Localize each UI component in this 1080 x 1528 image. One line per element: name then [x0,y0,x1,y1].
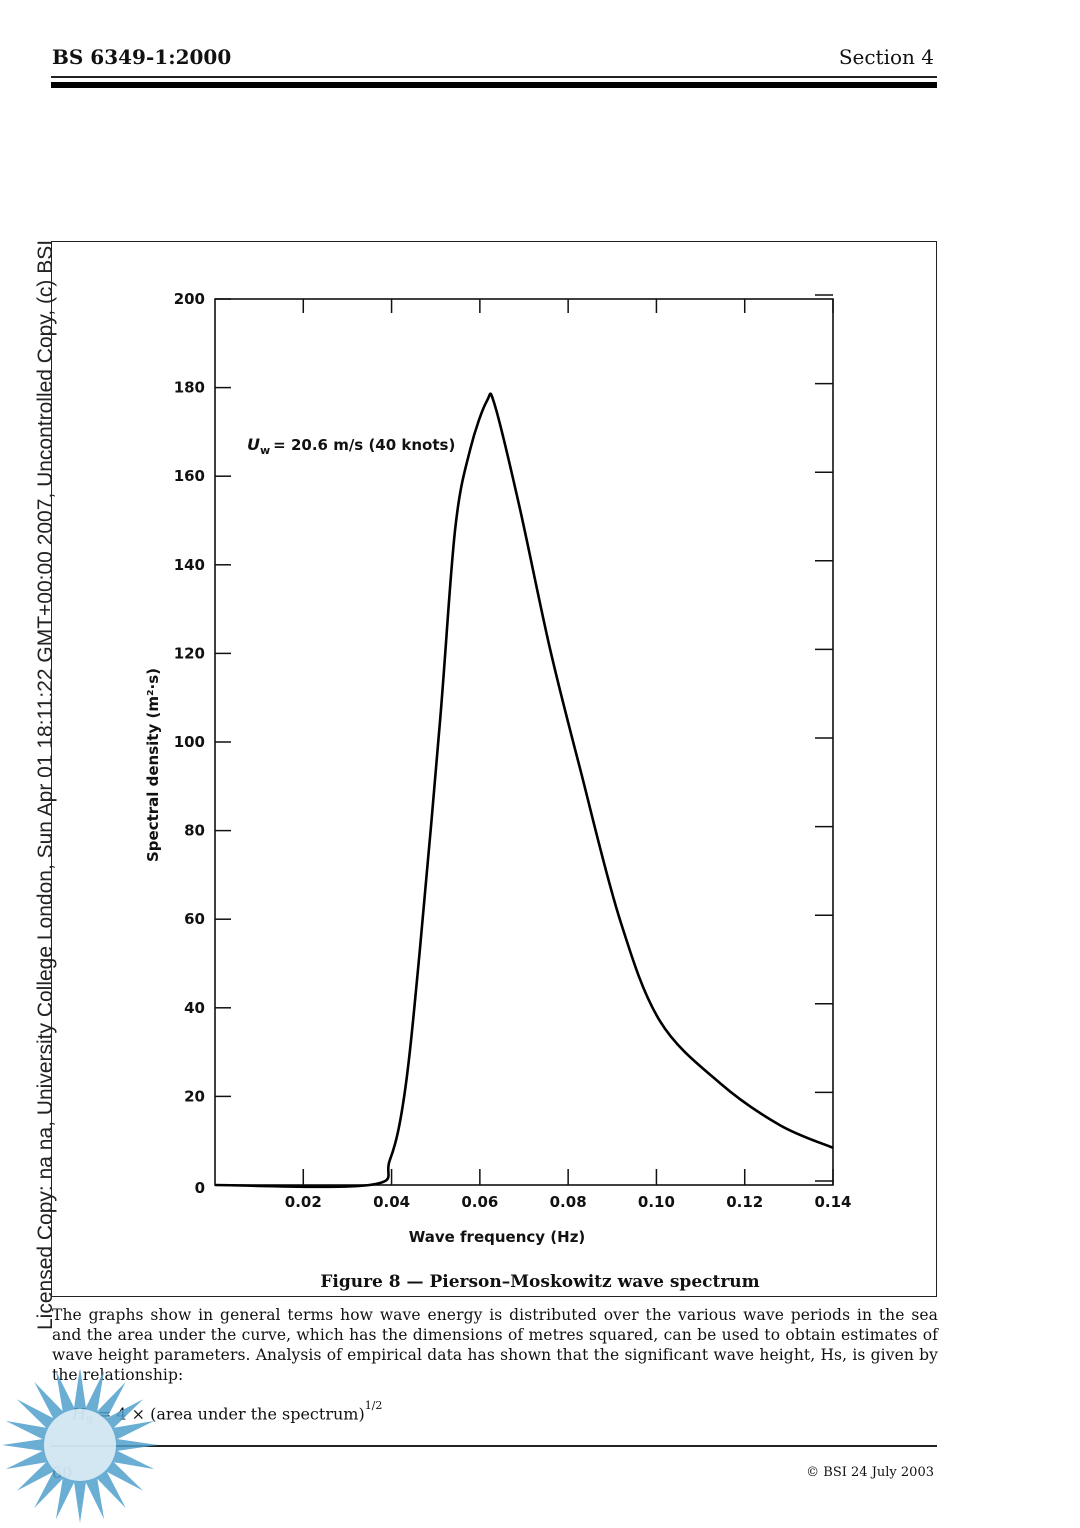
section-label: Section 4 [838,45,934,69]
figure-caption: Figure 8 — Pierson–Moskowitz wave spectr… [320,1272,760,1292]
y-tick-label: 120 [174,644,205,662]
formula-exponent: 1/2 [364,1399,383,1412]
y-tick-label: 40 [184,999,205,1017]
spectrum-curve [214,392,834,1189]
y-tick-label: 60 [184,910,205,928]
x-tick-label: 0.14 [814,1193,851,1211]
x-tick-label: 0.06 [461,1193,498,1211]
y-tick-label: 80 [184,822,205,840]
y-tick-label: 0 [195,1179,205,1197]
header-rule-thin [51,76,937,78]
formula-text: = 4 × (area under the spectrum) [92,1404,365,1424]
y-tick-label: 180 [174,379,205,397]
figure-frame [51,241,937,1297]
y-tick-label: 20 [184,1087,205,1105]
x-tick-label: 0.10 [638,1193,675,1211]
copyright: © BSI 24 July 2003 [806,1465,934,1480]
body-paragraph: The graphs show in general terms how wav… [52,1306,938,1384]
plot-frame [214,298,834,1186]
header-rule-thick [51,82,937,88]
sunburst-logo-icon [2,1370,158,1523]
wave-spectrum-chart: 0.02 0.04 0.06 0.08 0.10 0.12 0.14 0 20 40 60 80 100… [144,290,852,1246]
y-axis-label: Spectral density (m²·s) [144,668,162,862]
x-tick-label: 0.08 [550,1193,587,1211]
wind-speed-annotation: Uw = 20.6 m/s (40 knots) [247,435,455,457]
y-tick-label: 160 [174,467,205,485]
document-id: BS 6349-1:2000 [52,45,232,69]
x-tick-label: 0.12 [726,1193,763,1211]
x-tick-label: 0.04 [373,1193,410,1211]
x-tick-label: 0.02 [285,1193,322,1211]
footer-rule [51,1445,937,1447]
y-tick-label: 140 [174,556,205,574]
y-tick-label: 100 [174,733,205,751]
y-tick-label: 200 [174,290,205,308]
x-axis-label: Wave frequency (Hz) [409,1228,586,1246]
